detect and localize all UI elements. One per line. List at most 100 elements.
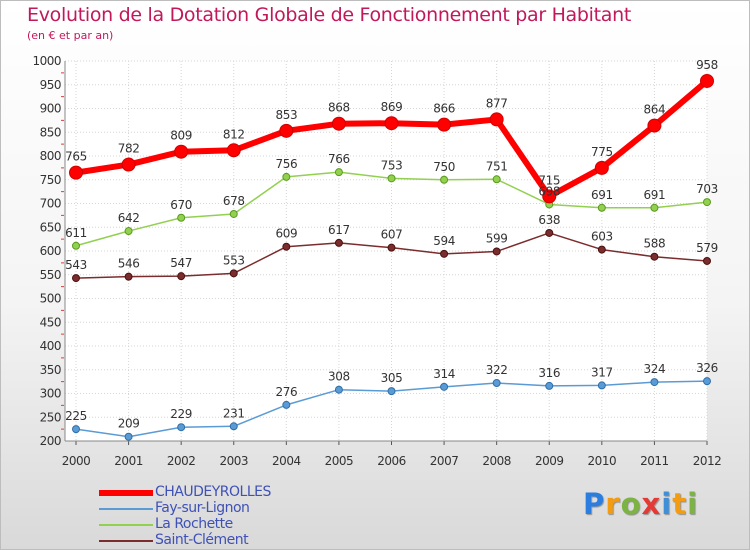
data-point-chaudeyrolles [489,112,504,127]
data-point-saint-clement [545,228,554,237]
data-point-chaudeyrolles [542,189,557,204]
x-tick-label: 2000 [62,454,91,468]
data-label-fay-sur-lignon: 316 [538,366,560,380]
data-label-la-rochette: 691 [644,188,666,202]
data-label-la-rochette: 766 [328,152,350,166]
data-label-saint-clement: 607 [381,228,403,242]
x-tick-label: 2001 [114,454,143,468]
x-tick-label: 2004 [272,454,301,468]
logo-letter: P [583,487,606,521]
data-label-fay-sur-lignon: 326 [696,361,718,375]
y-tick-label: 600 [40,244,61,258]
y-tick-label: 900 [40,102,61,116]
data-point-saint-clement [492,247,501,256]
data-point-chaudeyrolles [594,160,609,175]
data-label-saint-clement: 638 [538,213,560,227]
data-point-la-rochette [229,209,238,218]
data-point-saint-clement [124,272,133,281]
data-point-fay-sur-lignon [72,425,80,434]
y-tick-label: 200 [40,434,61,448]
data-label-chaudeyrolles: 782 [118,142,140,156]
data-point-la-rochette [650,203,659,212]
data-point-la-rochette [282,172,291,181]
y-tick-label: 550 [40,268,61,282]
data-point-chaudeyrolles [384,116,399,131]
x-tick-label: 2002 [167,454,196,468]
data-point-saint-clement [703,256,711,265]
data-label-la-rochette: 670 [170,198,192,212]
data-point-chaudeyrolles [700,73,714,88]
y-tick-label: 700 [40,197,61,211]
data-point-chaudeyrolles [121,157,136,172]
legend-swatch [99,540,153,542]
data-point-fay-sur-lignon [440,382,449,391]
line-chart: 200 250 300 350 400 450 500 550 600 650 700 750 800 8… [32,54,721,468]
x-tick-label: 2007 [430,454,459,468]
data-point-fay-sur-lignon [124,432,133,441]
data-point-saint-clement [650,252,659,261]
data-label-chaudeyrolles: 958 [696,58,718,72]
data-point-chaudeyrolles [437,117,452,132]
legend-label: CHAUDEYROLLES [155,484,271,500]
data-point-saint-clement [229,269,238,278]
data-point-la-rochette [703,198,711,207]
chart-subtitle: (en € et par an) [27,29,114,42]
data-point-chaudeyrolles [226,143,241,158]
data-point-saint-clement [334,238,343,247]
data-point-la-rochette [72,241,80,250]
data-point-saint-clement [387,243,396,252]
data-point-la-rochette [492,175,501,184]
logo-letter: x [641,487,662,521]
data-point-la-rochette [334,168,343,177]
data-point-fay-sur-lignon [229,422,238,431]
logo-letter: r [605,487,621,521]
y-tick-label: 450 [40,315,61,329]
data-label-la-rochette: 756 [275,157,297,171]
data-point-la-rochette [387,174,396,183]
data-point-saint-clement [177,272,186,281]
data-point-chaudeyrolles [174,144,189,159]
data-label-chaudeyrolles: 868 [328,101,350,115]
y-tick-label: 650 [40,220,61,234]
legend-swatch [99,490,153,496]
data-label-chaudeyrolles: 809 [170,129,192,143]
data-point-fay-sur-lignon [282,400,291,409]
data-label-la-rochette: 678 [223,194,245,208]
data-label-chaudeyrolles: 853 [275,108,297,122]
data-point-fay-sur-lignon [597,381,606,390]
data-labels: 225 209 229 231 276 308 305 314 322 316 317 324 326 6… [65,58,718,431]
data-point-la-rochette [124,227,133,236]
data-label-chaudeyrolles: 775 [591,145,613,159]
y-tick-label: 250 [40,410,61,424]
data-label-chaudeyrolles: 812 [223,127,245,141]
data-label-chaudeyrolles: 864 [644,103,666,117]
y-tick-label: 1000 [32,54,61,68]
x-tick-label: 2005 [325,454,354,468]
chart-title: Evolution de la Dotation Globale de Fonc… [27,4,632,26]
data-label-fay-sur-lignon: 209 [118,417,140,431]
y-tick-label: 950 [40,78,61,92]
legend-label: Fay-sur-Lignon [155,500,250,516]
x-tick-label: 2011 [640,454,669,468]
legend-swatch [99,508,153,510]
data-label-la-rochette: 750 [433,160,455,174]
data-point-la-rochette [440,175,449,184]
data-label-saint-clement: 546 [118,257,140,271]
data-point-saint-clement [597,245,606,254]
logo-letter: i [687,487,699,521]
x-tick-label: 2003 [219,454,248,468]
y-tick-label: 850 [40,125,61,139]
proxiti-logo: Proxiti [583,487,698,521]
data-point-chaudeyrolles [331,116,346,131]
data-point-la-rochette [177,213,186,222]
legend-swatch [99,524,153,526]
data-label-fay-sur-lignon: 231 [223,406,245,420]
data-label-fay-sur-lignon: 322 [486,363,508,377]
data-label-fay-sur-lignon: 324 [644,362,666,376]
x-tick-label: 2010 [588,454,617,468]
y-tick-label: 800 [40,149,61,163]
data-point-fay-sur-lignon [177,423,186,432]
data-point-saint-clement [282,242,291,251]
data-label-saint-clement: 603 [591,230,613,244]
